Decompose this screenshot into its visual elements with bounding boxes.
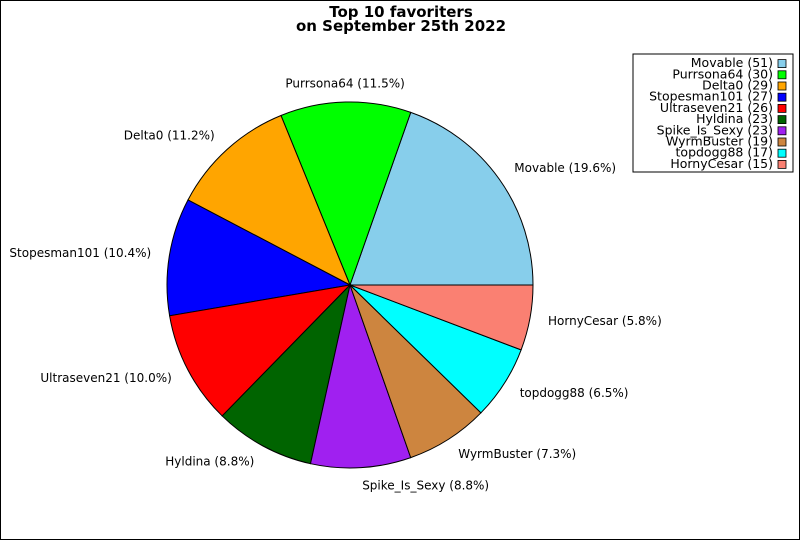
slice-label-purrsona64: Purrsona64 (11.5%): [285, 76, 404, 90]
legend-swatch-ultraseven21: [777, 104, 787, 113]
slice-label-movable: Movable (19.6%): [514, 161, 616, 175]
legend-swatch-wyrmbuster: [777, 137, 787, 147]
slice-label-topdogg88: topdogg88 (6.5%): [520, 386, 629, 400]
legend-label-movable: Movable (51): [691, 55, 773, 70]
pie-slices: [166, 101, 534, 469]
legend-swatch-hornycesar: [777, 159, 787, 169]
legend-swatch-movable: [777, 59, 787, 68]
pie-slice-ultraseven21: [169, 284, 352, 417]
pie-slice-hyldina: [221, 283, 351, 465]
slice-label-spike-is-sexy: Spike_Is_Sexy (8.8%): [362, 478, 489, 492]
slice-label-stopesman101: Stopesman101 (10.4%): [9, 246, 151, 260]
legend-swatch-topdogg88: [777, 148, 787, 158]
legend-box: [632, 53, 794, 173]
legend-label-delta0: Delta0 (29): [702, 78, 773, 93]
legend-label-hornycesar: HornyCesar (15): [670, 156, 773, 171]
slice-label-hornycesar: HornyCesar (5.8%): [548, 314, 662, 328]
pie-slice-stopesman101: [166, 199, 352, 317]
legend-label-topdogg88: topdogg88 (17): [676, 145, 773, 160]
chart-title-line-2: on September 25th 2022: [296, 17, 506, 35]
legend-label-stopesman101: Stopesman101 (27): [649, 89, 773, 104]
legend-swatch-spike-is-sexy: [777, 126, 787, 136]
legend-label-hyldina: Hyldina (23): [696, 111, 773, 126]
pie-slice-purrsona64: [280, 101, 412, 287]
legend-swatch-stopesman101: [777, 92, 787, 102]
chart-title-line-1: Top 10 favoriters: [329, 3, 473, 21]
legend-swatch-hyldina: [777, 115, 787, 124]
legend-swatch-delta0: [777, 81, 787, 91]
legend-swatch-purrsona64: [777, 70, 787, 80]
slice-label-ultraseven21: Ultraseven21 (10.0%): [40, 371, 171, 385]
slice-label-delta0: Delta0 (11.2%): [124, 128, 215, 142]
pie-slice-delta0: [187, 114, 351, 287]
legend-label-ultraseven21: Ultraseven21 (26): [660, 100, 773, 115]
legend: Movable (51)Purrsona64 (30)Delta0 (29)St…: [632, 53, 794, 173]
slice-labels: Movable (19.6%) Purrsona64 (11.5%) Delta0 …: [9, 76, 661, 492]
legend-label-wyrmbuster: WyrmBuster (19): [666, 134, 773, 149]
pie-slice-spike-is-sexy: [309, 283, 412, 469]
legend-label-purrsona64: Purrsona64 (30): [672, 66, 773, 81]
slice-label-wyrmbuster: WyrmBuster (7.3%): [458, 447, 576, 461]
slice-label-hyldina: Hyldina (8.8%): [165, 455, 254, 469]
pie-slice-hornycesar: [349, 284, 534, 351]
legend-label-spike-is-sexy: Spike_Is_Sexy (23): [657, 122, 773, 137]
